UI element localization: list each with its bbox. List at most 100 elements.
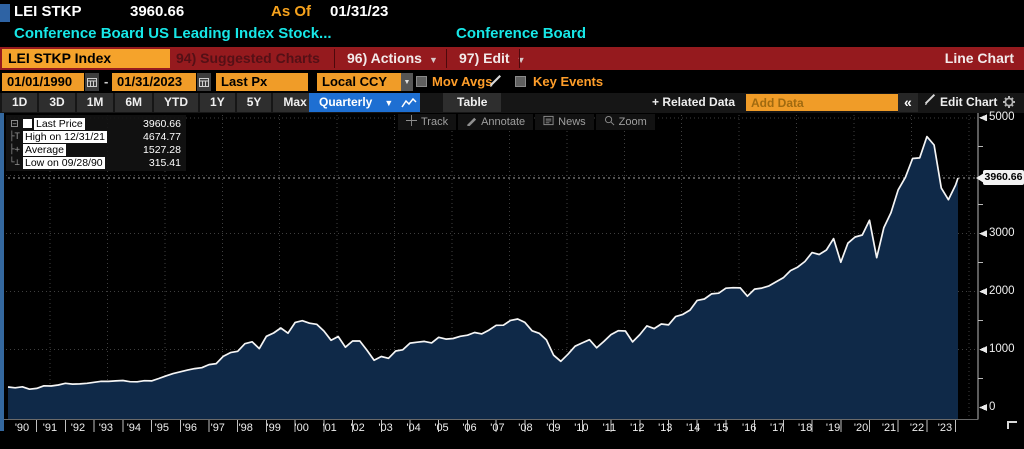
period-tab-1d[interactable]: 1D — [2, 93, 38, 112]
x-axis-label: '91 — [42, 422, 58, 434]
frequency-select[interactable]: Quarterly ▼ — [309, 93, 404, 112]
date-from-input[interactable] — [2, 73, 84, 91]
x-axis-label: '00 — [294, 422, 309, 434]
chevron-down-icon: ▼ — [384, 98, 394, 108]
x-axis-label: '23 — [937, 422, 953, 434]
period-tab-1y[interactable]: 1Y — [200, 93, 235, 112]
chart-area[interactable]: − Last Price 3960.66 ├T High on 12/31/21 4674… — [0, 111, 1024, 444]
panel-indicator — [0, 4, 10, 22]
average-marker-icon: ├+ — [9, 144, 20, 155]
x-axis-label: '10 — [574, 422, 589, 434]
legend-row[interactable]: ├+ Average 1527.28 — [6, 143, 184, 156]
x-axis-label: '06 — [462, 422, 477, 434]
currency-select[interactable]: Local CCY — [317, 73, 401, 91]
last-price-badge: 3960.66 — [983, 170, 1024, 186]
x-axis-label: '08 — [518, 422, 533, 434]
legend-label: High on 12/31/21 — [23, 130, 107, 143]
zoom-icon — [604, 115, 615, 129]
period-tab-3d[interactable]: 3D — [39, 93, 75, 112]
period-tab-5y[interactable]: 5Y — [236, 93, 272, 112]
currency-dropdown-arrow-icon[interactable]: ▼ — [401, 73, 413, 91]
plus-icon: + — [652, 95, 663, 109]
annotate-icon — [466, 115, 477, 129]
period-tab-max[interactable]: Max — [273, 93, 317, 112]
table-button[interactable]: Table — [443, 93, 502, 112]
x-axis-label: '21 — [881, 422, 897, 434]
x-axis-label: '17 — [769, 422, 785, 434]
y-axis-label: 5000 — [989, 111, 1015, 124]
date-to-input[interactable] — [112, 73, 196, 91]
ticker: LEI STKP — [14, 3, 82, 20]
y-axis-label: 0 — [989, 401, 996, 413]
add-data-input[interactable] — [746, 94, 904, 111]
x-axis-label: '99 — [266, 422, 281, 434]
menu-actions[interactable]: 96) Actions ▼ — [347, 50, 438, 66]
legend-row[interactable]: − Last Price 3960.66 — [6, 117, 184, 130]
low-marker-icon: └⊥ — [9, 157, 20, 168]
zoom-button[interactable]: Zoom — [595, 114, 655, 130]
menu-suggested-charts[interactable]: 94) Suggested Charts — [176, 50, 320, 66]
x-axis-label: '02 — [350, 422, 365, 434]
legend-value: 1527.28 — [143, 143, 181, 156]
toolbar-row: 1D 3D 1M 6M YTD 1Y 5Y Max Quarterly ▼ Table + Re… — [0, 93, 1024, 113]
security-input[interactable]: LEI STKP Index — [2, 49, 170, 68]
related-data-button[interactable]: + Related Data — [652, 95, 736, 109]
x-axis-label: '95 — [154, 422, 169, 434]
x-axis-label: '19 — [825, 422, 841, 434]
security-description: Conference Board US Leading Index Stock.… — [14, 25, 332, 42]
period-tab-ytd[interactable]: YTD — [154, 93, 199, 112]
legend-label: Average — [23, 143, 66, 156]
x-axis-label: '13 — [658, 422, 673, 434]
y-axis-label: 1000 — [989, 343, 1015, 356]
legend-value: 315.41 — [148, 156, 181, 169]
mov-avgs-label[interactable]: Mov Avgs — [432, 74, 493, 89]
collapse-button[interactable]: « — [898, 93, 918, 112]
calendar-icon[interactable] — [197, 73, 211, 91]
x-axis-label: '93 — [98, 422, 114, 434]
annotate-button[interactable]: Annotate — [458, 114, 534, 130]
y-axis-label: 3000 — [989, 227, 1015, 240]
menubar-divider — [446, 49, 447, 68]
x-axis-label: '07 — [490, 422, 505, 434]
pencil-icon[interactable] — [489, 75, 502, 93]
x-axis-label: '16 — [742, 422, 757, 434]
last-value: 3960.66 — [130, 3, 185, 20]
x-axis-label: '04 — [406, 422, 421, 434]
period-tab-1m[interactable]: 1M — [76, 93, 114, 112]
pencil-icon — [924, 93, 936, 112]
news-button[interactable]: News — [535, 114, 594, 130]
line-chart-icon[interactable] — [398, 93, 420, 112]
chart-legend[interactable]: − Last Price 3960.66 ├T High on 12/31/21 4674… — [6, 115, 186, 171]
mov-avgs-checkbox[interactable] — [416, 76, 427, 87]
controls-row: - Local CCY ▼ Mov Avgs Key Events — [0, 71, 1024, 93]
x-axis-label: '90 — [14, 422, 30, 434]
y-axis-label: 2000 — [989, 285, 1015, 298]
track-button[interactable]: Track — [398, 114, 457, 130]
calendar-icon[interactable] — [85, 73, 99, 91]
menu-edit[interactable]: 97) Edit ▼ — [459, 50, 526, 66]
legend-value: 4674.77 — [143, 130, 181, 143]
resize-grip[interactable] — [1007, 421, 1017, 429]
legend-row[interactable]: ├T High on 12/31/21 4674.77 — [6, 130, 184, 143]
news-icon — [543, 115, 554, 129]
x-axis-label: '01 — [322, 422, 337, 434]
menubar-divider — [519, 49, 520, 68]
x-axis-label: '96 — [182, 422, 197, 434]
menubar-divider — [334, 49, 335, 68]
legend-row[interactable]: └⊥ Low on 09/28/90 315.41 — [6, 156, 184, 169]
x-axis-label: '97 — [210, 422, 225, 434]
key-events-label[interactable]: Key Events — [533, 74, 604, 89]
as-of-date: 01/31/23 — [330, 3, 389, 20]
high-marker-icon: ├T — [9, 131, 20, 142]
price-field-input[interactable] — [216, 73, 308, 91]
key-events-checkbox[interactable] — [515, 76, 526, 87]
period-tab-6m[interactable]: 6M — [115, 93, 153, 112]
x-axis-label: '22 — [909, 422, 925, 434]
x-axis: '90 '91 '92 '93 '94 '95 '96 '97 '98 '99 '00 '01 '02 '… — [8, 422, 959, 434]
chevron-down-icon: ▼ — [516, 55, 526, 65]
x-axis-label: '94 — [126, 422, 142, 434]
gear-icon[interactable] — [1002, 95, 1016, 114]
legend-collapse-icon[interactable]: − — [11, 119, 18, 128]
x-axis-label: '15 — [714, 422, 729, 434]
edit-chart-button[interactable]: Edit Chart — [924, 93, 997, 112]
